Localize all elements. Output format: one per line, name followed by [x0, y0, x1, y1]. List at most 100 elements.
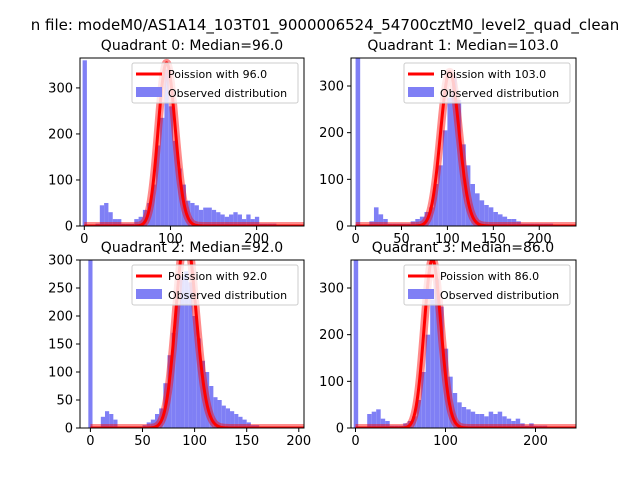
panel-quadrant-1: Quadrant 1: Median=103.0 0 50 100 150 200 0 10…: [319, 38, 577, 247]
histogram-bar: [461, 144, 466, 226]
histogram-bar: [378, 214, 384, 226]
y-tick-label: 0: [65, 220, 73, 235]
legend-poisson-label: Poission with 92.0: [168, 270, 267, 283]
histogram-bar: [254, 216, 260, 226]
histogram-bar: [456, 100, 462, 226]
x-tick-label: 150: [234, 434, 259, 449]
histogram-bar: [355, 58, 361, 226]
figure-suptitle: n file: modeM0/AS1A14_103T01_9000006524_…: [31, 16, 620, 35]
x-tick-label: 200: [244, 232, 269, 247]
histogram-bar: [229, 214, 234, 226]
histogram-bar: [419, 216, 425, 226]
histogram-bar: [82, 60, 87, 226]
histogram-bar: [104, 202, 109, 226]
histogram-bar: [213, 397, 218, 428]
histogram-bar: [211, 209, 217, 226]
histogram-bar: [502, 216, 508, 226]
histogram-bar: [171, 332, 176, 428]
histogram-bar: [192, 316, 197, 428]
histogram-bar: [164, 69, 169, 226]
y-tick-label: 200: [319, 126, 344, 141]
x-tick-label: 200: [286, 434, 311, 449]
histogram-bar: [225, 408, 231, 428]
histogram-bar: [470, 184, 475, 226]
histogram-bar: [433, 184, 439, 226]
y-tick-label: 300: [319, 80, 344, 95]
histogram-bar: [233, 212, 238, 226]
histogram-bar: [511, 421, 516, 428]
y-tick-label: 100: [48, 173, 73, 188]
histogram-bar: [457, 402, 462, 428]
x-tick-label: 0: [351, 232, 359, 247]
histogram-bar: [479, 414, 485, 428]
histogram-bar: [216, 212, 221, 226]
histogram-bar: [515, 418, 521, 428]
histogram-bar: [138, 216, 143, 226]
histogram-bar: [488, 411, 494, 428]
legend-box: [131, 62, 299, 104]
histogram-bar: [209, 386, 214, 428]
x-tick-label: 100: [435, 232, 460, 247]
y-tick-label: 50: [56, 394, 73, 409]
histogram-bar: [160, 117, 165, 226]
x-tick-label: 100: [182, 434, 207, 449]
panel-title: Quadrant 3: Median=86.0: [372, 240, 554, 256]
x-tick-label: 0: [80, 232, 88, 247]
legend-poisson-label: Poission with 96.0: [168, 68, 267, 81]
panel-quadrant-0: Quadrant 0: Median=96.0 0 100 200 0 100 200 30…: [48, 38, 305, 247]
legend-observed-swatch: [136, 87, 162, 97]
histogram-bar: [415, 219, 420, 226]
legend-box: [403, 264, 571, 306]
histogram-bar: [493, 414, 498, 428]
histogram-bar: [150, 419, 156, 428]
poisson-line: [83, 61, 304, 226]
plot-area: [86, 260, 304, 428]
histogram-bar: [88, 260, 93, 428]
legend-observed-swatch: [408, 87, 434, 97]
y-tick-label: 200: [48, 310, 73, 325]
histogram-bar: [412, 416, 417, 428]
histogram-bar: [184, 271, 189, 428]
histogram-bar: [246, 214, 251, 226]
histogram-bar: [430, 299, 435, 428]
y-tick-label: 0: [65, 422, 73, 437]
histogram-bar: [113, 419, 118, 428]
histogram-bar: [221, 405, 226, 428]
legend-observed-label: Observed distribution: [440, 289, 559, 302]
histogram-bar: [109, 414, 114, 428]
axes-frame: [79, 57, 305, 227]
legend-poisson-label: Poission with 103.0: [440, 68, 546, 81]
y-tick-label: 0: [336, 220, 344, 235]
histogram-bar: [507, 219, 512, 226]
histogram-bar: [99, 205, 105, 226]
histogram-bar: [470, 411, 476, 428]
poisson-line: [354, 70, 576, 226]
axes-frame: [350, 259, 577, 429]
histogram-bar: [484, 416, 489, 428]
histogram-bar: [155, 414, 160, 428]
histogram-bar: [198, 209, 204, 226]
histogram-bar: [403, 423, 408, 428]
legend-poisson-label: Poission with 86.0: [440, 270, 539, 283]
histogram-bar: [353, 260, 359, 428]
histogram-bar: [100, 416, 106, 428]
histogram-bar: [224, 216, 230, 226]
y-tick-label: 0: [336, 422, 344, 437]
histogram-bar: [237, 214, 242, 226]
legend-observed-label: Observed distribution: [168, 289, 287, 302]
histogram-bar: [502, 416, 507, 428]
histogram-bar: [493, 212, 498, 226]
y-tick-label: 150: [48, 338, 73, 353]
legend-observed-swatch: [408, 289, 434, 299]
histogram-bar: [421, 372, 426, 428]
histogram-bar: [200, 360, 206, 428]
panel-quadrant-3: Quadrant 3: Median=86.0 0 100 200 0 100 200 30…: [319, 240, 577, 449]
histogram-bar: [520, 423, 525, 428]
legend-observed-label: Observed distribution: [168, 87, 287, 100]
histogram-bar: [142, 209, 148, 226]
histogram-bar: [167, 355, 172, 428]
legend-observed-label: Observed distribution: [440, 87, 559, 100]
plot-area: [80, 58, 304, 226]
histogram-bar: [429, 207, 434, 226]
